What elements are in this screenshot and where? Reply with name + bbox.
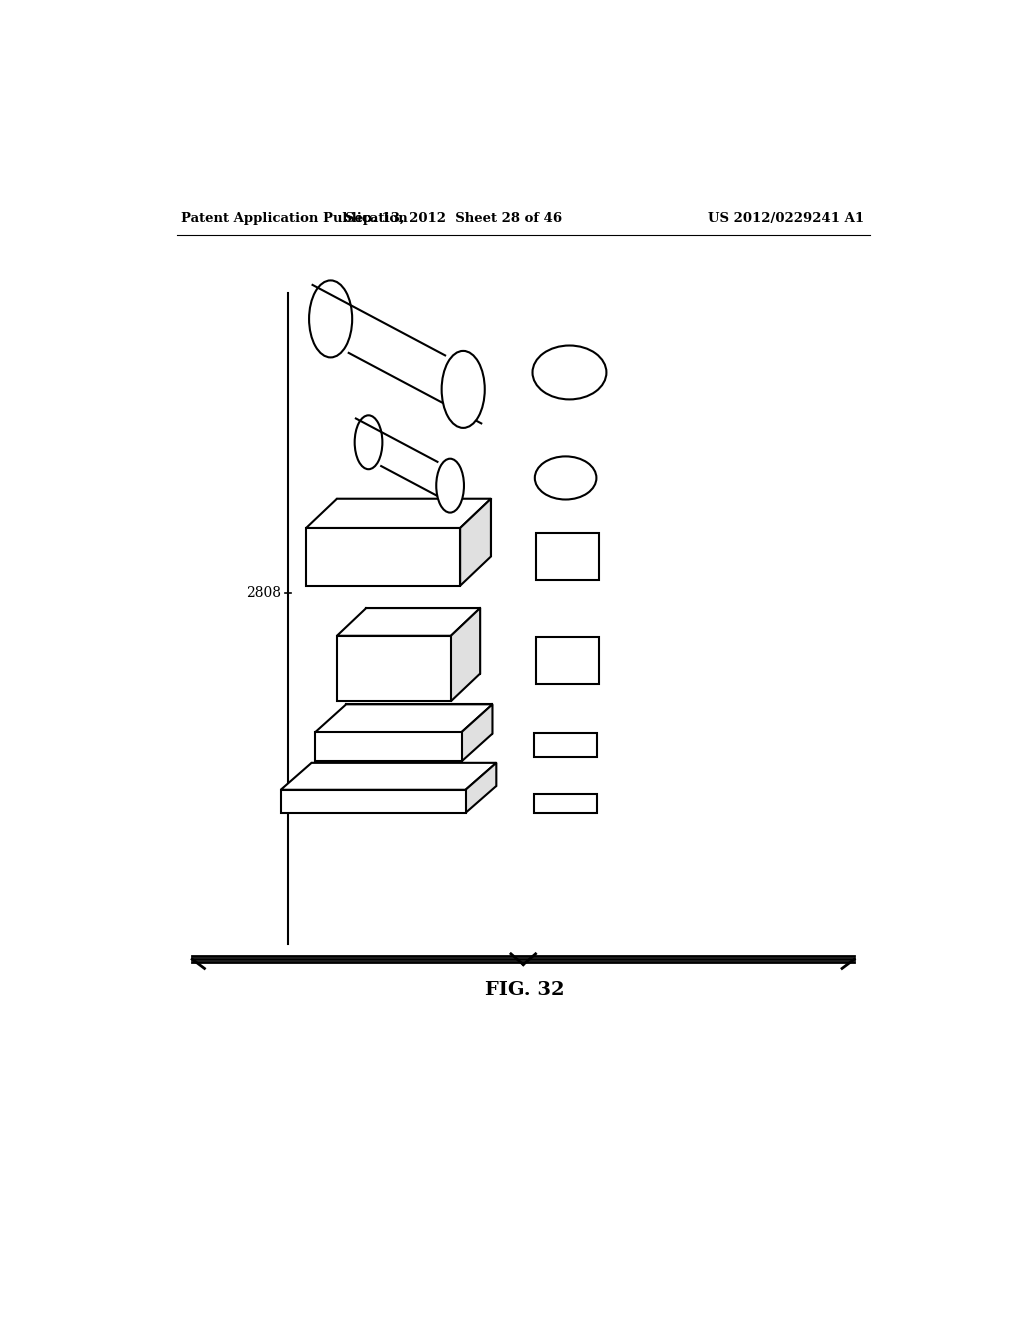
Polygon shape [315,705,493,733]
Ellipse shape [441,351,484,428]
Polygon shape [460,499,490,586]
Polygon shape [306,528,460,586]
Bar [536,636,599,684]
Text: FIG. 32: FIG. 32 [485,981,564,999]
Bar [535,795,597,813]
Polygon shape [281,789,466,813]
Polygon shape [451,609,480,701]
Text: US 2012/0229241 A1: US 2012/0229241 A1 [708,213,864,224]
Bar [536,533,599,581]
Text: 2808: 2808 [246,586,281,601]
Text: Patent Application Publication: Patent Application Publication [180,213,408,224]
Ellipse shape [436,459,464,512]
Polygon shape [306,499,490,528]
Polygon shape [466,763,497,813]
Polygon shape [462,705,493,762]
Polygon shape [281,763,497,789]
Polygon shape [315,733,462,762]
Polygon shape [337,609,480,636]
Bar [535,733,597,758]
Text: Sep. 13, 2012  Sheet 28 of 46: Sep. 13, 2012 Sheet 28 of 46 [345,213,562,224]
Polygon shape [337,636,451,701]
